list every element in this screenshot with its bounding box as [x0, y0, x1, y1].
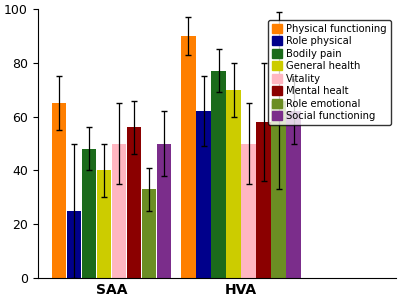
Bar	[272, 101, 286, 278]
Bar	[142, 189, 156, 278]
Bar	[256, 122, 271, 278]
Bar	[196, 111, 211, 278]
Bar	[82, 149, 96, 278]
Bar	[242, 144, 256, 278]
Bar	[286, 111, 301, 278]
Bar	[226, 90, 241, 278]
Bar	[127, 127, 141, 278]
Legend: Physical functioning, Role physical, Bodily pain, General health, Vitality, Ment: Physical functioning, Role physical, Bod…	[268, 20, 391, 125]
Bar	[67, 211, 81, 278]
Bar	[157, 144, 171, 278]
Bar	[211, 71, 226, 278]
Bar	[112, 144, 126, 278]
Bar	[97, 170, 111, 278]
Bar	[181, 36, 196, 278]
Bar	[52, 103, 66, 278]
